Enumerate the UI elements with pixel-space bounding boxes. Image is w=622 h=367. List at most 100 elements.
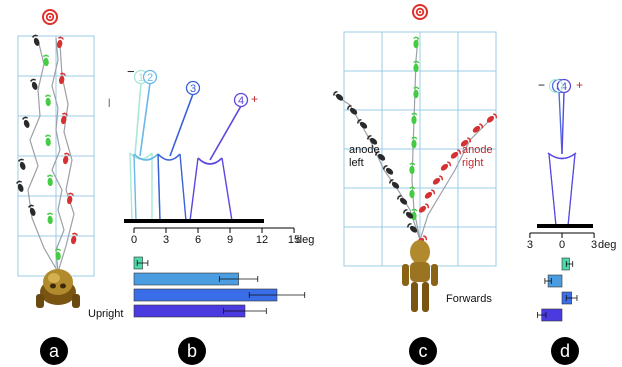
stick-head-faint xyxy=(548,78,564,94)
tick-label: 3 xyxy=(591,239,597,251)
stick-plot-d: 34 xyxy=(547,78,577,227)
plus-sign-b: + xyxy=(251,92,258,106)
stick-body xyxy=(558,91,563,155)
footprint-green xyxy=(46,174,54,187)
footprint-black xyxy=(17,157,28,171)
panel-c: anode left anode right Forwards c xyxy=(332,4,499,365)
stick-head xyxy=(556,78,572,94)
footprints-c xyxy=(332,36,499,247)
stick-body xyxy=(561,91,565,155)
walk-line xyxy=(51,37,65,273)
anode-left-line1: anode xyxy=(349,144,380,156)
stick-figure: 3 xyxy=(157,80,201,222)
panel-letter-b: b xyxy=(178,337,206,365)
svg-text:a: a xyxy=(49,341,60,361)
stick-leg xyxy=(179,153,187,222)
stick-figure: 4 xyxy=(189,92,249,222)
plus-sign-d: + xyxy=(576,78,583,92)
stick-label: 4 xyxy=(238,95,244,107)
footprint-green xyxy=(413,86,420,99)
footprint-black xyxy=(21,115,32,129)
stick-head xyxy=(233,92,249,108)
minus-sign-d: − xyxy=(538,78,545,92)
stick-label: 2 xyxy=(147,72,153,84)
anode-left-line2: left xyxy=(349,157,364,169)
tick-label: 15 xyxy=(288,234,300,246)
axis-unit: deg xyxy=(296,234,314,246)
axis-d: 3 0 3 deg xyxy=(527,232,616,251)
walk-line xyxy=(57,43,75,273)
footprint-green xyxy=(44,94,52,107)
stick-label: 3 xyxy=(190,83,196,95)
tick-label: 0 xyxy=(559,239,565,251)
figure-forwards-icon xyxy=(402,240,438,312)
grid-c xyxy=(343,31,497,267)
anode-right-line1: anode xyxy=(462,144,493,156)
stick-leg xyxy=(221,157,233,222)
target-icon xyxy=(412,4,428,20)
footprint-red xyxy=(417,202,431,215)
tick-label: 3 xyxy=(527,239,533,251)
stick-body xyxy=(209,105,242,161)
stick-leg xyxy=(133,153,137,222)
stick-leg xyxy=(567,153,576,227)
stick-leg xyxy=(129,152,133,222)
anode-right-line2: right xyxy=(462,157,483,169)
walk-line xyxy=(419,119,491,241)
grid-a xyxy=(17,35,95,277)
tick-label: 3 xyxy=(163,234,169,246)
panel-letter-c: c xyxy=(409,337,437,365)
stick-body xyxy=(139,82,151,157)
panel-letter-a: a xyxy=(40,337,68,365)
walk-line xyxy=(334,94,421,241)
stick-leg xyxy=(548,153,557,227)
figure-upright-icon xyxy=(36,269,80,308)
tick-label: 0 xyxy=(131,234,137,246)
tick-label: 9 xyxy=(227,234,233,246)
footprint-red xyxy=(70,232,79,245)
target-icon xyxy=(42,9,58,25)
tick-label: 6 xyxy=(195,234,201,246)
stick-figure: 2 xyxy=(133,69,161,222)
stick-body xyxy=(134,82,142,156)
footprint-green xyxy=(413,36,420,49)
stick-label: 4 xyxy=(561,81,567,93)
caption-upright: Upright xyxy=(88,308,123,320)
footprint-red xyxy=(56,36,65,49)
footprint-red xyxy=(62,152,71,165)
stick-hip xyxy=(547,152,577,160)
tick-label: 12 xyxy=(256,234,268,246)
walk-path-a xyxy=(27,37,75,273)
stick-head xyxy=(142,69,158,85)
stick-leg xyxy=(189,157,199,222)
stick-head xyxy=(185,80,201,96)
stick-label: 1 xyxy=(138,72,144,84)
stick-plot-b: 1 2 3 4 xyxy=(129,69,249,222)
bar-chart-b xyxy=(133,256,306,318)
stick-hip xyxy=(197,157,223,165)
tick-mark-b: | xyxy=(108,97,110,107)
stick-hip xyxy=(133,153,159,161)
svg-text:b: b xyxy=(187,341,197,361)
panel-a: Upright a xyxy=(15,9,123,365)
footprint-red xyxy=(58,72,67,85)
caption-forwards: Forwards xyxy=(446,293,492,305)
footprint-black xyxy=(15,179,26,193)
stick-hip xyxy=(157,153,181,161)
svg-text:c: c xyxy=(419,341,428,361)
footprint-green xyxy=(44,134,52,147)
footprint-green xyxy=(46,212,54,225)
footprint-red xyxy=(439,160,453,173)
minus-sign-b: − xyxy=(127,64,135,79)
footprint-green xyxy=(411,136,418,149)
footprint-red xyxy=(431,174,445,187)
bar-chart-d xyxy=(536,257,578,322)
stick-body xyxy=(169,93,194,157)
footprint-black xyxy=(27,203,38,217)
footprint-red xyxy=(423,188,437,201)
svg-text:d: d xyxy=(560,341,570,361)
